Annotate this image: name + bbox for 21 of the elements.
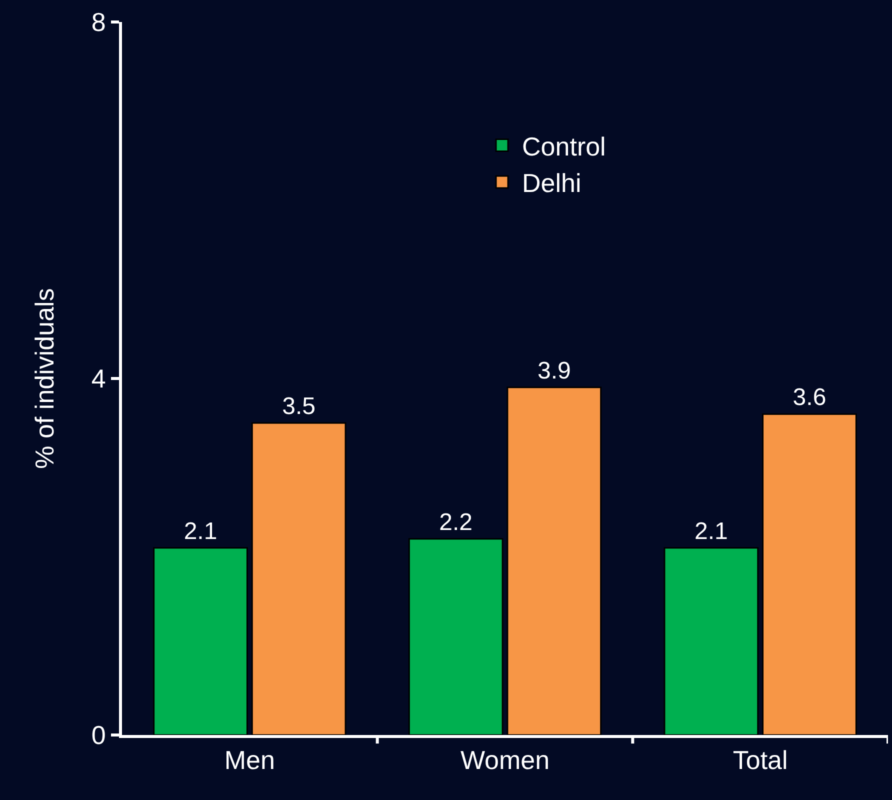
data-label: 3.5 — [282, 393, 316, 420]
data-label: 2.2 — [439, 508, 473, 536]
data-label: 3.9 — [537, 357, 571, 384]
bar — [664, 547, 759, 735]
x-tick-label: Women — [460, 745, 550, 776]
y-tick-label: 0 — [91, 720, 106, 750]
legend-label: Control — [522, 131, 606, 162]
bar — [506, 386, 602, 735]
bar — [251, 422, 346, 735]
x-tick-label: Total — [732, 745, 788, 776]
bar — [762, 413, 857, 735]
data-label: 3.6 — [792, 384, 826, 412]
y-tick-label: 4 — [91, 364, 106, 394]
bar — [408, 538, 504, 735]
y-tick-label: 8 — [91, 7, 106, 38]
data-label: 2.1 — [184, 518, 218, 545]
legend-label: Delhi — [522, 168, 582, 198]
x-tick-label: Men — [224, 745, 275, 776]
y-axis-title: % of individuals — [30, 288, 60, 469]
data-label: 2.1 — [694, 518, 728, 545]
bar — [153, 547, 248, 735]
